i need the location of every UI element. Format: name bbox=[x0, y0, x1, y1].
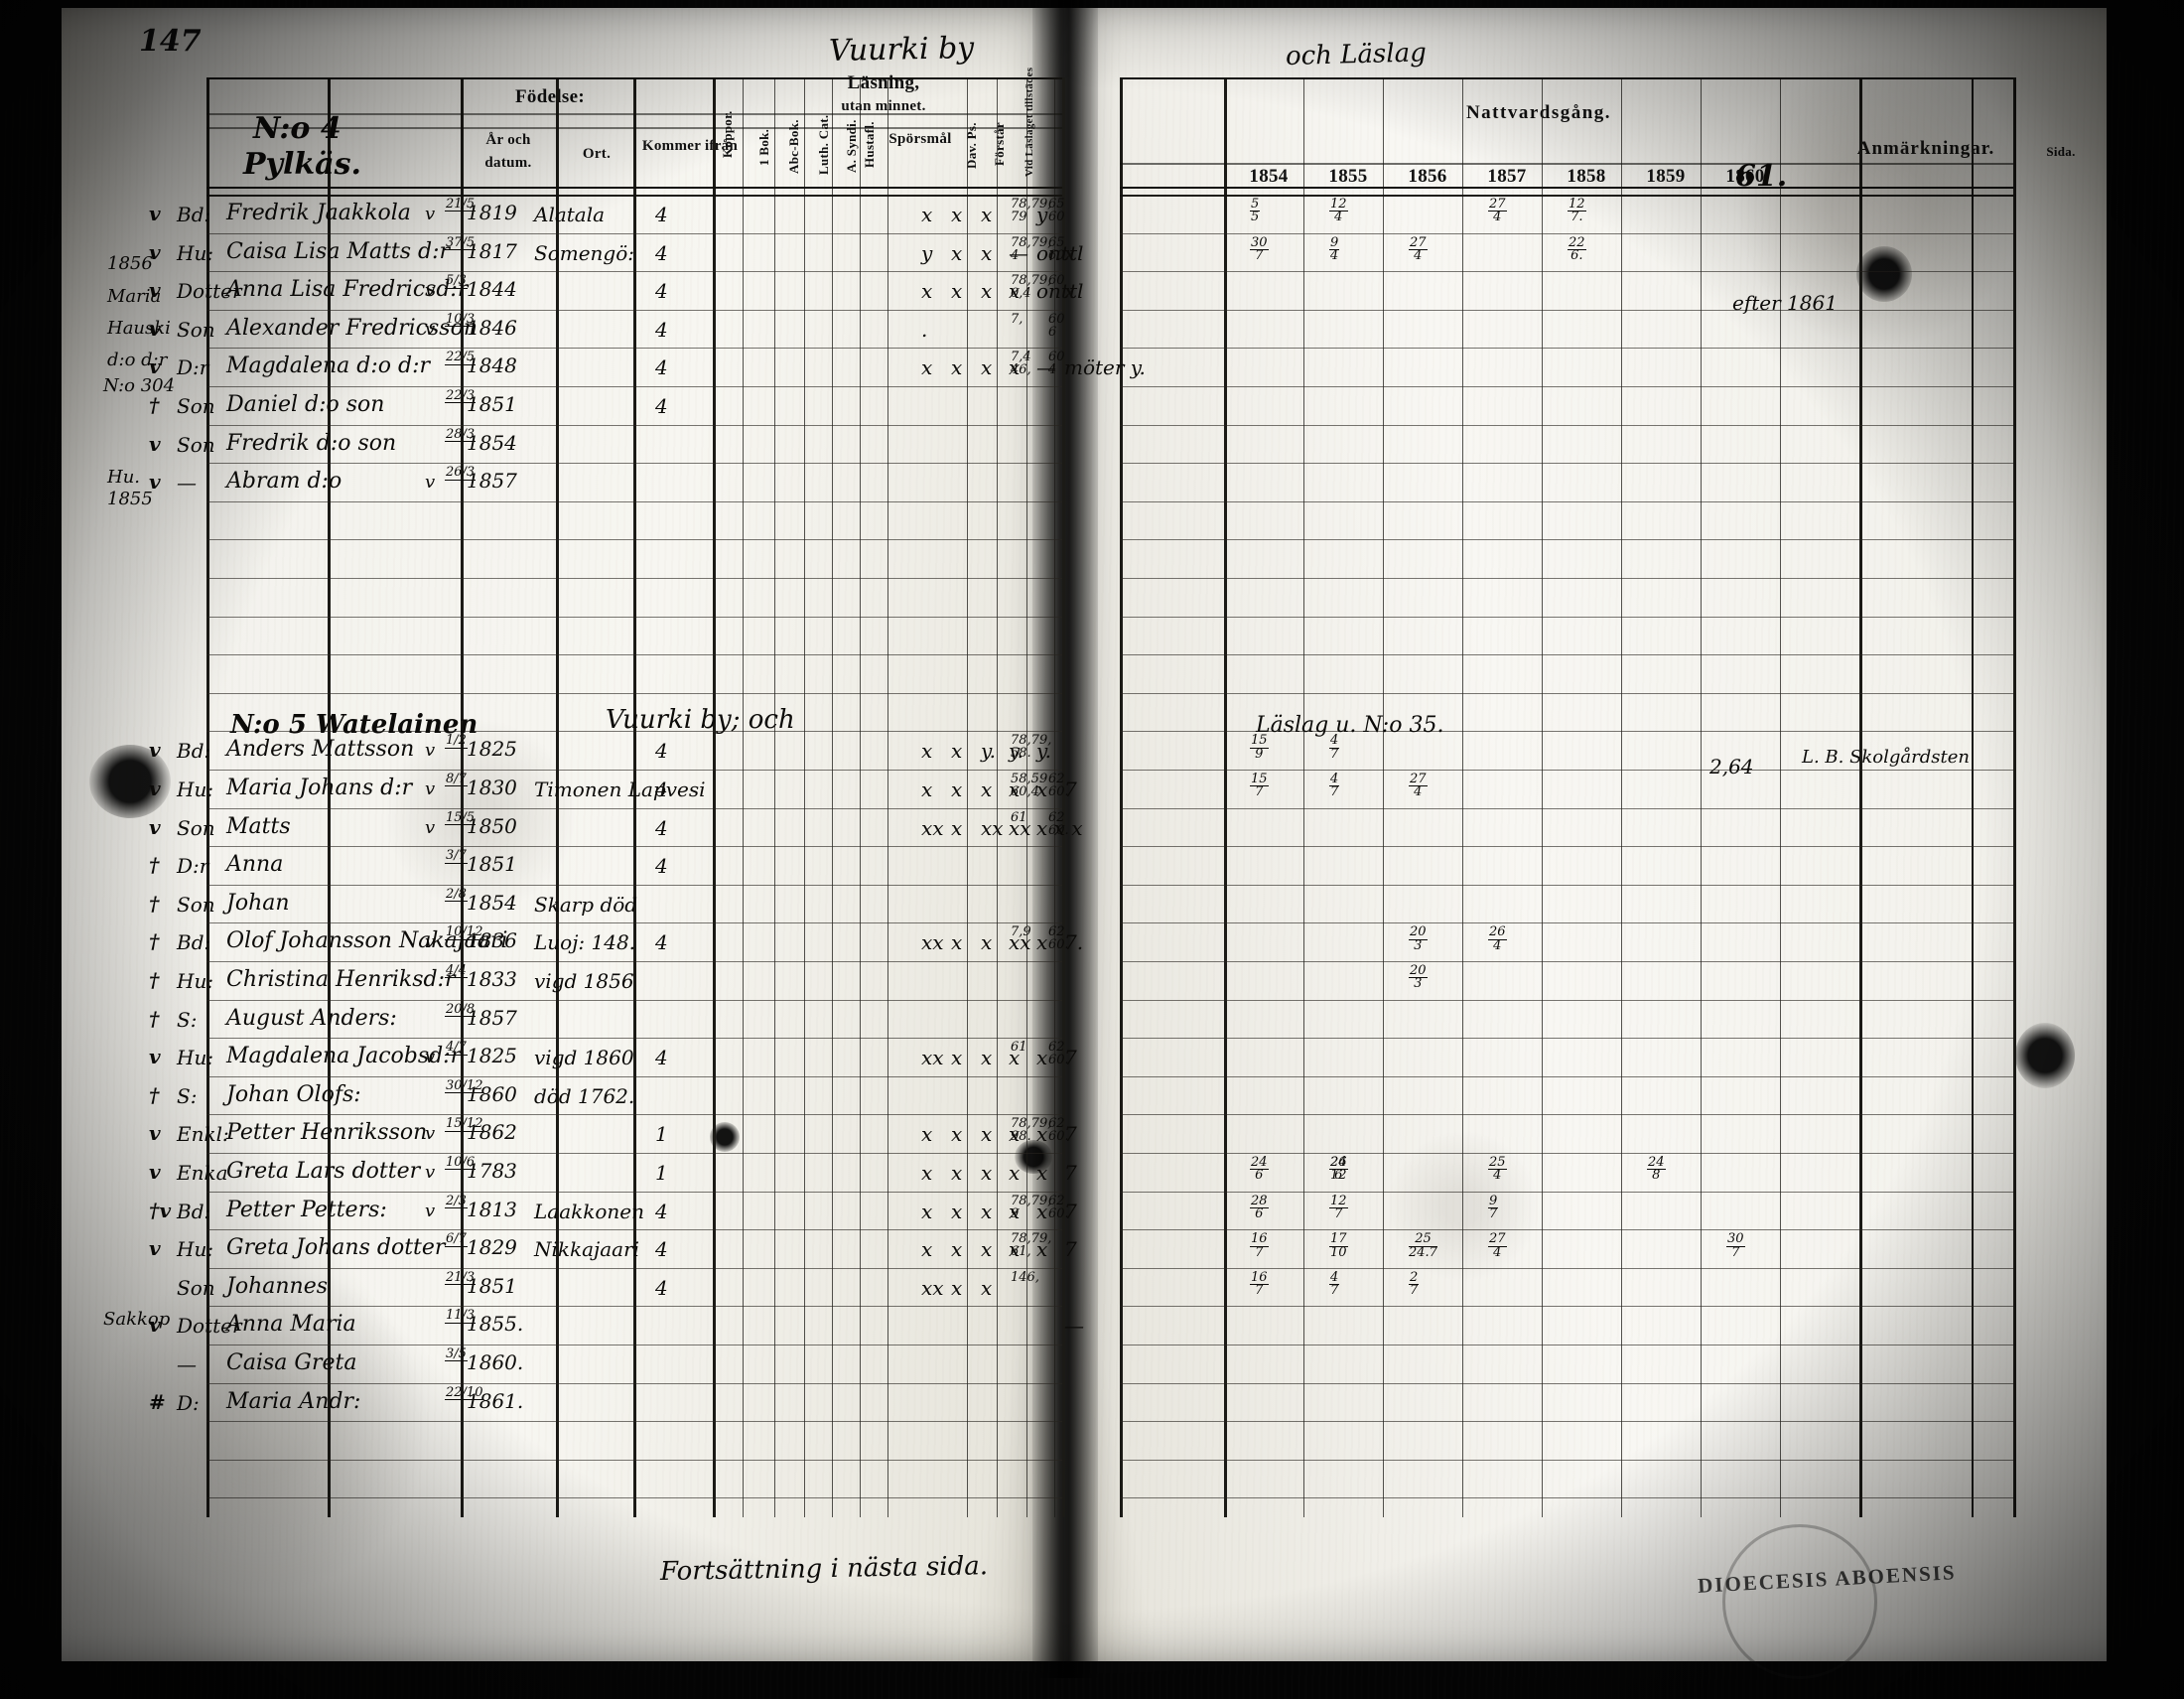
margin-note: 1855 bbox=[107, 489, 153, 509]
margin-note: N:o 304 bbox=[103, 375, 176, 396]
remark-efter-1861: efter 1861 bbox=[1732, 291, 1838, 315]
margin-note: Hu. bbox=[107, 467, 141, 488]
margin-note: Maria bbox=[107, 286, 162, 307]
remark-skolgardsten: L. B. Skolgårdsten bbox=[1802, 747, 1970, 768]
footer-note: Fortsättning i nästa sida. bbox=[659, 1551, 989, 1587]
margin-note: Sakkop bbox=[103, 1309, 171, 1330]
margin-note: d:o d:r bbox=[107, 350, 168, 370]
margin-note: Hauski bbox=[107, 318, 171, 339]
archive-stamp-ring bbox=[1722, 1524, 1877, 1679]
margin-note: 1856 bbox=[107, 253, 153, 274]
remark-264: 2,64 bbox=[1709, 755, 1754, 779]
